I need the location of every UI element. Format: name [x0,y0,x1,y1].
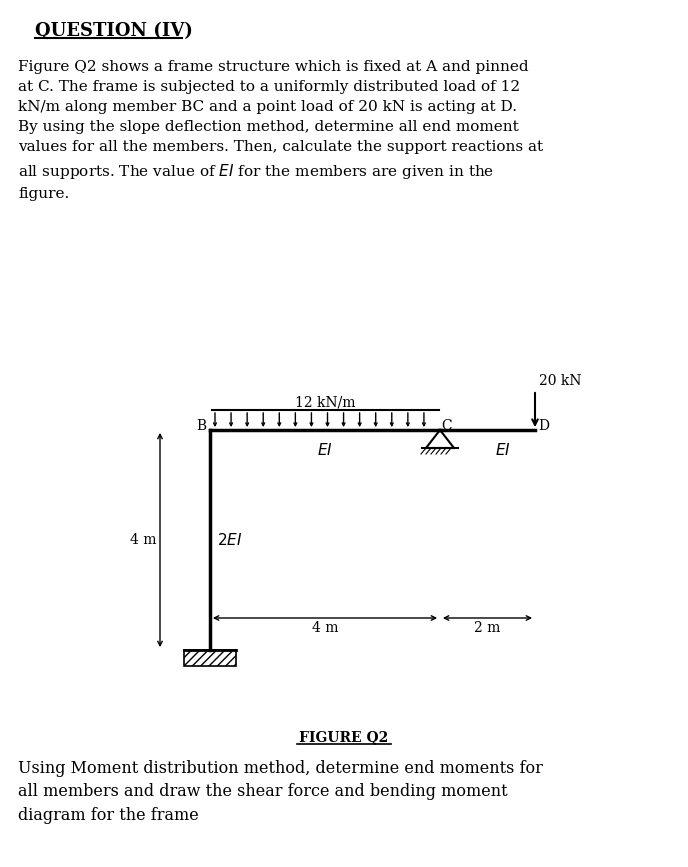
Text: D: D [538,419,549,433]
Text: C: C [441,419,451,433]
Text: 4 m: 4 m [312,621,338,635]
Text: 12 kN/m: 12 kN/m [294,396,355,410]
Text: Figure Q2 shows a frame structure which is fixed at A and pinned
at C. The frame: Figure Q2 shows a frame structure which … [18,60,543,201]
Bar [184,650,236,666]
Text: 4 m: 4 m [129,533,156,547]
Text: QUESTION (IV): QUESTION (IV) [35,22,193,40]
Text: $EI$: $EI$ [495,442,510,458]
Text: $2EI$: $2EI$ [217,532,242,548]
Text: Using Moment distribution method, determine end moments for
all members and draw: Using Moment distribution method, determ… [18,760,543,824]
Text: 20 kN: 20 kN [539,374,581,388]
Text: $EI$: $EI$ [317,442,333,458]
Text: 2 m: 2 m [474,621,501,635]
Polygon shape [426,430,454,448]
Text: FIGURE Q2: FIGURE Q2 [299,730,389,744]
Text: B: B [196,419,206,433]
